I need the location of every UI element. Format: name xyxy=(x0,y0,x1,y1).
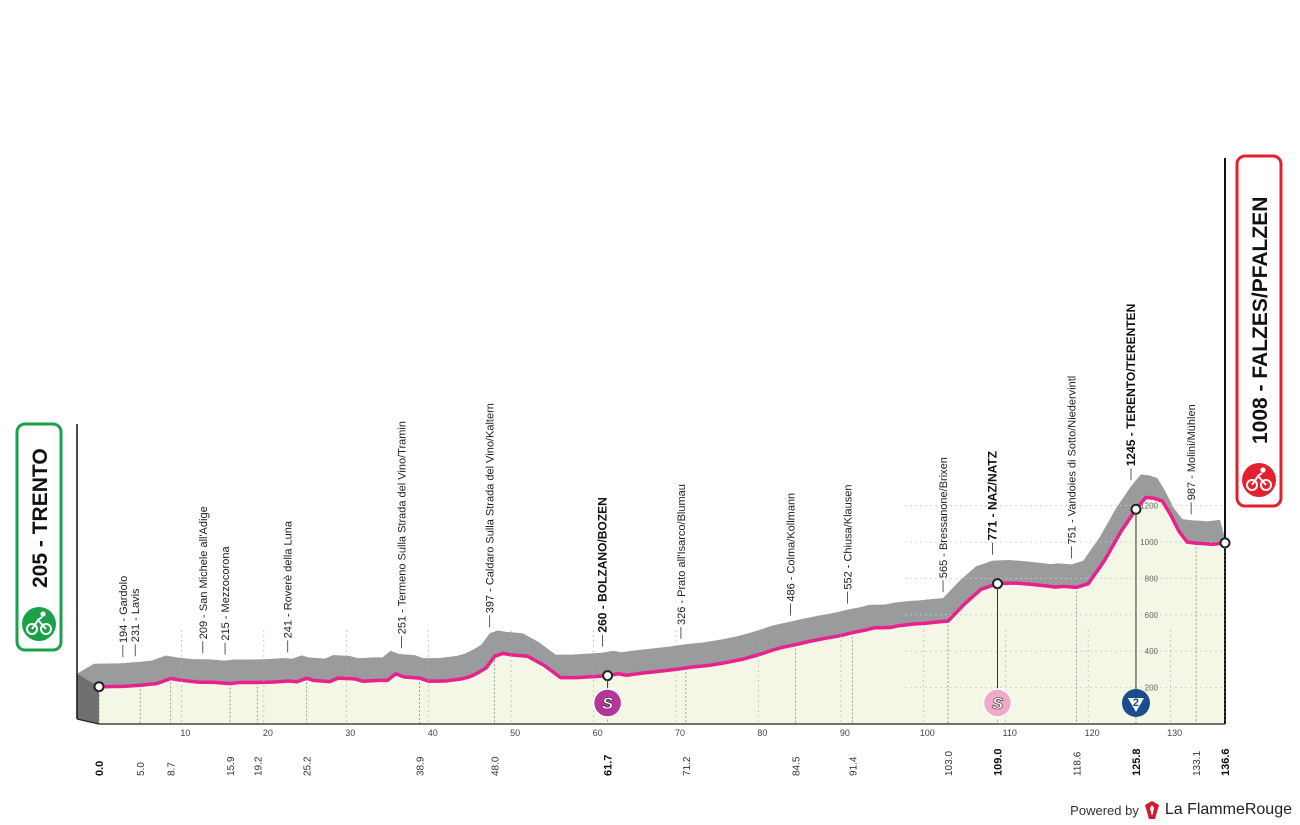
sprint-marker-icon xyxy=(592,688,623,718)
altitude-grid: 200 400 600 800 1000 1200 xyxy=(905,502,1225,693)
km-label: 91.4 xyxy=(848,756,859,776)
x-tick-label: 70 xyxy=(675,728,685,738)
checkpoint-dot xyxy=(93,681,105,693)
sprint-symbol: S xyxy=(602,694,614,713)
x-tick-label: 40 xyxy=(428,728,438,738)
x-tick-label: 10 xyxy=(180,728,190,738)
finish-badge-cyclist-icon xyxy=(1242,463,1276,497)
x-tick-label: 60 xyxy=(593,728,603,738)
rider-head xyxy=(40,611,46,617)
x-tick-label: 30 xyxy=(345,728,355,738)
x-tick-label: 100 xyxy=(920,728,935,738)
y-tick-label: 1200 xyxy=(1140,502,1158,511)
km-label: 71.2 xyxy=(682,756,693,776)
wheel xyxy=(26,623,38,635)
sprint-marker-icon xyxy=(982,688,1013,718)
wheel xyxy=(1260,479,1272,491)
place-label: 194 - Gardolo xyxy=(118,576,130,643)
kom-category: 2 xyxy=(1133,697,1139,709)
wheel xyxy=(1246,479,1258,491)
km-label: 136.6 xyxy=(1220,748,1232,776)
x-tick-label: 80 xyxy=(757,728,767,738)
start-badge-box xyxy=(15,422,63,652)
place-label: 231 - Lavis xyxy=(130,588,142,642)
x-tick-label: 50 xyxy=(510,728,520,738)
km-label: 118.6 xyxy=(1073,751,1084,776)
profile-fill xyxy=(99,497,1225,724)
wheel xyxy=(40,623,52,635)
y-tick-label: 1000 xyxy=(1140,538,1158,547)
start-badge-cyclist-icon xyxy=(22,607,56,641)
km-label: 15.9 xyxy=(226,756,237,776)
credit-brand: La FlammeRouge xyxy=(1164,801,1292,818)
x-tick-label: 130 xyxy=(1167,728,1182,738)
place-label: 987 - Molini/Mühlen xyxy=(1186,404,1198,500)
x-tick-label: 20 xyxy=(263,728,273,738)
profile-side-wall xyxy=(77,673,99,724)
terrain-layer xyxy=(76,158,1226,724)
powered-by-credit[interactable]: Powered by La FlammeRouge xyxy=(1070,801,1292,819)
finish-badge-label: 1008 - FALZES/PFALZEN xyxy=(1249,197,1272,444)
checkpoint-dot xyxy=(991,578,1003,590)
place-label: 552 - Chiusa/Klausen xyxy=(842,484,854,589)
km-label: 0.0 xyxy=(94,761,106,776)
endpoint-badges: 205 - TRENTO 1008 - FALZES/PFALZEN xyxy=(15,154,1283,652)
km-label: 19.2 xyxy=(253,756,264,776)
x-tick-label: 110 xyxy=(1003,728,1017,738)
place-label: 260 - BOLZANO/BOZEN xyxy=(596,497,610,632)
sprint-symbol: S xyxy=(992,694,1004,713)
place-label: 771 - NAZ/NATZ xyxy=(985,451,999,541)
place-label: 251 - Termeno Sulla Strada del Vino/Tram… xyxy=(396,421,408,634)
km-label: 125.8 xyxy=(1131,748,1143,776)
km-label: 8.7 xyxy=(167,762,178,776)
km-label: 133.1 xyxy=(1192,751,1203,776)
bike-frame xyxy=(31,616,47,630)
rider-head xyxy=(1260,467,1266,473)
place-label: 751 - Vandoies di Sotto/Niedervintl xyxy=(1067,376,1079,545)
place-labels: 194 - Gardolo 231 - Lavis 209 - San Michel… xyxy=(118,304,1198,643)
place-label: 215 - Mezzocorona xyxy=(220,546,232,641)
y-tick-label: 600 xyxy=(1145,611,1159,620)
km-label: 84.5 xyxy=(792,756,803,776)
km-label: 48.0 xyxy=(491,756,502,776)
start-badge-label: 205 - TRENTO xyxy=(29,448,52,588)
place-label: 565 - Bressanone/Brixen xyxy=(938,457,950,578)
km-label: 103.0 xyxy=(944,751,955,776)
route-layer xyxy=(93,495,1231,693)
place-label: 326 - Prato all'Isarco/Blumau xyxy=(676,484,688,625)
km-label: 109.0 xyxy=(992,748,1004,776)
credit-prefix: Powered by xyxy=(1070,802,1139,818)
checkpoint-dot xyxy=(1219,537,1231,549)
route-line xyxy=(98,495,1226,689)
flame-logo-icon xyxy=(1144,801,1159,819)
km-label: 25.2 xyxy=(303,756,314,776)
km-label: 5.0 xyxy=(136,762,147,776)
finish-badge-box xyxy=(1235,154,1283,508)
y-tick-label: 400 xyxy=(1145,647,1159,656)
bike-frame xyxy=(1251,472,1267,486)
place-label: 1245 - TERENTO/TERENTEN xyxy=(1124,304,1138,466)
place-label: 486 - Colma/Kollmann xyxy=(786,493,798,602)
distance-axis: 10 20 30 40 50 60 70 80 90 100 110 120 130 0.0 5.0 8.7 1… xyxy=(76,629,1232,776)
place-label: 209 - San Michele all'Adige xyxy=(198,506,210,639)
y-tick-label: 800 xyxy=(1145,574,1159,583)
x-tick-label: 90 xyxy=(840,728,850,738)
km-label: 61.7 xyxy=(603,755,615,776)
y-tick-label: 200 xyxy=(1145,684,1159,693)
place-label: 241 - Roverè della Luna xyxy=(283,520,295,638)
checkpoint-dot xyxy=(602,670,614,682)
intermediate-markers: S S 2 xyxy=(592,514,1150,718)
kom-triangle xyxy=(1127,698,1144,712)
checkpoint-dot xyxy=(1130,503,1142,515)
place-label: 397 - Caldaro Sulla Strada del Vino/Kalt… xyxy=(485,403,497,613)
x-tick-label: 120 xyxy=(1085,728,1100,738)
axis-base xyxy=(76,718,100,725)
km-label: 38.9 xyxy=(416,756,427,776)
